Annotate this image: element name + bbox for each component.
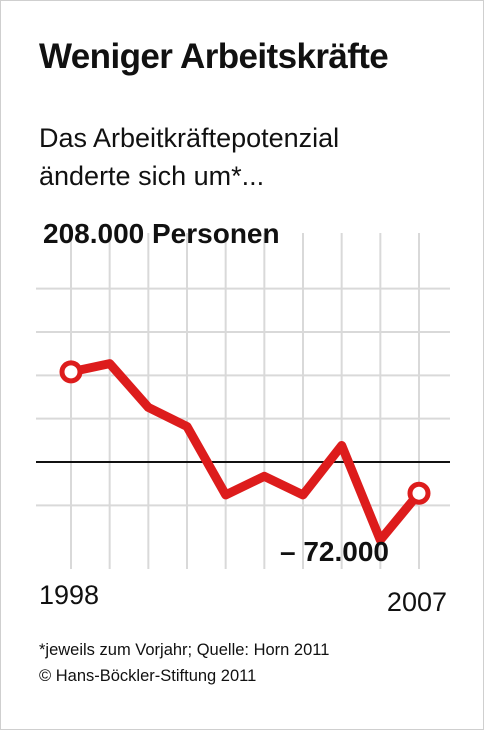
chart-labels: 208.000 Personen – 72.000 1998 2007: [39, 218, 447, 617]
subtitle-line-1: Das Arbeitkräftepotenzial: [39, 123, 340, 153]
annotation-start: 208.000 Personen: [43, 218, 280, 249]
copyright-note: © Hans-Böckler-Stiftung 2011: [39, 667, 257, 685]
series-line: [66, 359, 424, 545]
endpoint-markers: [59, 360, 431, 505]
source-note: *jeweils zum Vorjahr; Quelle: Horn 2011: [39, 641, 330, 659]
x-tick-label-2007: 2007: [387, 587, 447, 617]
chart-subtitle: Das Arbeitkräftepotenzial änderte sich u…: [39, 119, 469, 195]
line-chart: 208.000 Personen – 72.000 1998 2007: [36, 218, 450, 617]
footnote: *jeweils zum Vorjahr; Quelle: Horn 2011 …: [39, 637, 329, 689]
chart-grid: [36, 233, 450, 569]
marker-1998: [59, 360, 83, 384]
subtitle-line-2: änderte sich um*...: [39, 161, 265, 191]
chart-title: Weniger Arbeitskräfte: [39, 37, 389, 76]
marker-2007: [407, 481, 431, 505]
x-tick-label-1998: 1998: [39, 580, 99, 610]
annotation-end: – 72.000: [280, 536, 389, 567]
